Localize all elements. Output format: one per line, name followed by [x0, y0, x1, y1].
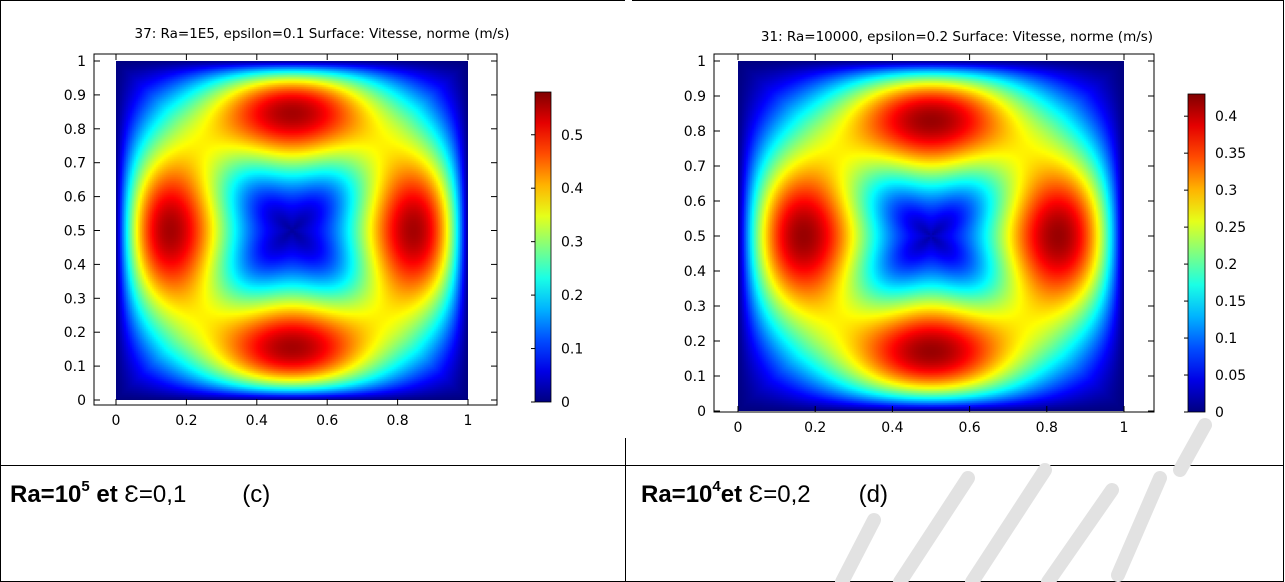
colorbar-label-1-2: 0.1: [1215, 331, 1237, 347]
y-tick-label-1-5: 0.5: [684, 229, 706, 245]
table-border-top-right: [632, 0, 1284, 1]
heatmap-chart-d: 31: Ra=10000, epsilon=0.2 Surface: Vites…: [684, 29, 1246, 436]
y-tick-label-0-1: 0.1: [64, 359, 86, 375]
y-tick-label-0-2: 0.2: [64, 325, 86, 341]
colorbar-label-0-1: 0.1: [561, 342, 583, 358]
table-border-middle: [625, 438, 626, 582]
y-tick-label-1-6: 0.6: [684, 194, 706, 210]
y-tick-label-1-10: 1: [697, 54, 706, 70]
colorbar-1: [1187, 93, 1206, 413]
x-tick-label-1-0: 0: [734, 420, 743, 436]
heatmap-chart-c: 37: Ra=1E5, epsilon=0.1 Surface: Vitesse…: [64, 26, 584, 429]
x-tick-label-0-1: 0.2: [175, 413, 197, 429]
caption-d-exponent: 4: [712, 478, 721, 495]
chart-title-0: 37: Ra=1E5, epsilon=0.1 Surface: Vitesse…: [135, 26, 510, 42]
caption-d-et: et: [720, 481, 749, 508]
caption-c-tag: (c): [242, 481, 271, 508]
y-tick-label-0-0: 0: [77, 393, 86, 409]
y-tick-label-1-8: 0.8: [684, 124, 706, 140]
heatmap-surface-1: [738, 61, 1124, 411]
colorbar-0: [534, 91, 552, 403]
table-border-top-left: [0, 0, 625, 1]
colorbar-label-1-3: 0.15: [1215, 294, 1246, 310]
caption-d: Ra=104et Ɛ=0,2 (d): [641, 478, 888, 509]
heatmap-surface-0: [116, 61, 468, 400]
axes-frame-0: [93, 53, 498, 406]
x-tick-label-1-3: 0.6: [958, 420, 980, 436]
chart-cell-d: 31: Ra=10000, epsilon=0.2 Surface: Vites…: [635, 14, 1275, 454]
x-tick-label-1-1: 0.2: [804, 420, 826, 436]
colorbar-label-1-7: 0.35: [1215, 146, 1246, 162]
caption-c-exponent: 5: [81, 478, 90, 495]
x-tick-label-0-5: 1: [464, 413, 473, 429]
caption-d-tag: (d): [858, 481, 888, 508]
table-border-left: [0, 0, 1, 582]
caption-d-ra: Ra=10: [641, 481, 713, 508]
caption-c-ra: Ra=10: [10, 481, 82, 508]
x-tick-label-1-2: 0.4: [881, 420, 903, 436]
y-tick-label-0-4: 0.4: [64, 257, 86, 273]
x-tick-label-1-5: 1: [1120, 420, 1129, 436]
colorbar-label-1-6: 0.3: [1215, 183, 1237, 199]
y-tick-label-1-9: 0.9: [684, 89, 706, 105]
x-tick-label-0-2: 0.4: [246, 413, 268, 429]
colorbar-label-0-4: 0.4: [561, 181, 583, 197]
y-tick-label-0-8: 0.8: [64, 122, 86, 138]
colorbar-label-1-1: 0.05: [1215, 368, 1246, 384]
caption-c-et: et: [89, 481, 125, 508]
colorbar-label-1-8: 0.4: [1215, 109, 1237, 125]
colorbar-label-0-5: 0.5: [561, 128, 583, 144]
colorbar-label-0-3: 0.3: [561, 235, 583, 251]
y-tick-label-1-7: 0.7: [684, 159, 706, 175]
y-tick-label-1-1: 0.1: [684, 369, 706, 385]
chart-title-1: 31: Ra=10000, epsilon=0.2 Surface: Vites…: [761, 29, 1153, 45]
y-tick-label-1-3: 0.3: [684, 299, 706, 315]
caption-d-epsilon: Ɛ=0,2: [748, 481, 811, 508]
colorbar-label-0-0: 0: [561, 395, 570, 411]
y-tick-label-0-6: 0.6: [64, 190, 86, 206]
y-tick-label-0-7: 0.7: [64, 156, 86, 172]
y-tick-label-1-4: 0.4: [684, 264, 706, 280]
x-tick-label-0-4: 0.8: [386, 413, 408, 429]
y-tick-label-0-10: 1: [77, 54, 86, 70]
y-tick-label-0-9: 0.9: [64, 88, 86, 104]
y-tick-label-1-0: 0: [697, 404, 706, 420]
axes-frame-1: [713, 53, 1155, 413]
caption-c: Ra=105 et Ɛ=0,1 (c): [10, 478, 271, 509]
colorbar-label-1-5: 0.25: [1215, 220, 1246, 236]
y-tick-label-0-3: 0.3: [64, 291, 86, 307]
colorbar-label-1-4: 0.2: [1215, 257, 1237, 273]
x-tick-label-1-4: 0.8: [1036, 420, 1058, 436]
y-tick-label-0-5: 0.5: [64, 224, 86, 240]
table-border-row: [0, 465, 1284, 466]
table-border-right: [1283, 0, 1284, 582]
colorbar-label-1-0: 0: [1215, 405, 1224, 421]
chart-cell-c: 37: Ra=1E5, epsilon=0.1 Surface: Vitesse…: [20, 14, 620, 454]
y-tick-label-1-2: 0.2: [684, 334, 706, 350]
x-tick-label-0-3: 0.6: [316, 413, 338, 429]
x-tick-label-0-0: 0: [112, 413, 121, 429]
colorbar-label-0-2: 0.2: [561, 288, 583, 304]
caption-c-epsilon: Ɛ=0,1: [124, 481, 187, 508]
